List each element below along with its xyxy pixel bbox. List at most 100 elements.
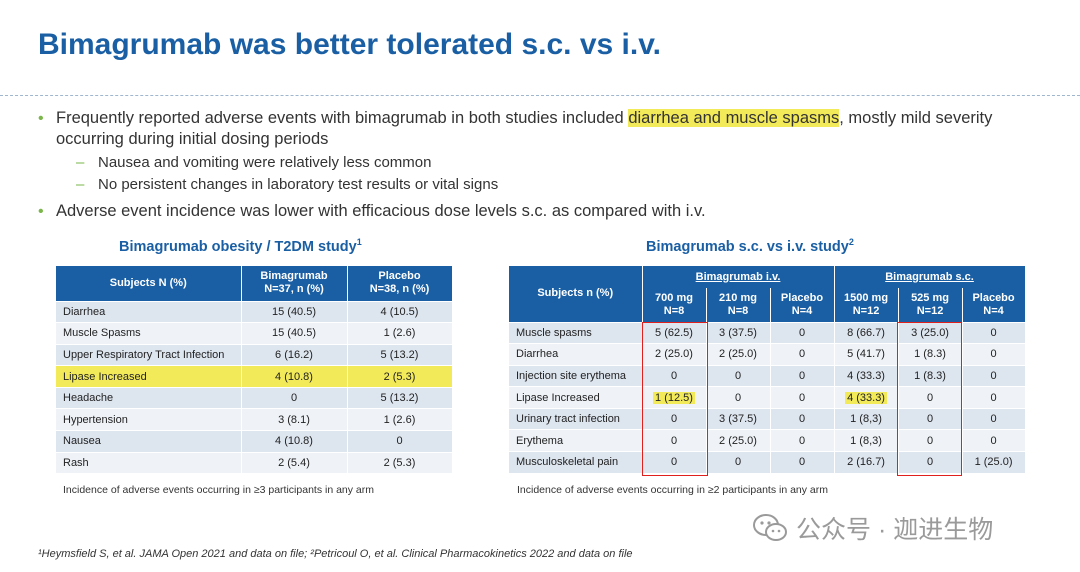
table-cell: 0 (642, 407, 707, 430)
sub-bullet-1-text: Nausea and vomiting were relatively less… (98, 154, 432, 171)
right-table-note: Incidence of adverse events occurring in… (517, 484, 829, 496)
group-sc-header: Bimagrumab s.c. (834, 266, 1026, 288)
slide-title: Bimagrumab was better tolerated s.c. vs … (38, 28, 661, 61)
table-cell: 0 (347, 430, 453, 453)
table-cell: 1 (8.3) (898, 364, 963, 387)
table-cell: 0 (962, 386, 1026, 409)
row-label: Musculoskeletal pain (509, 451, 643, 473)
bullet-1-highlight: diarrhea and muscle spasms (628, 109, 840, 127)
table-cell: 2 (25.0) (642, 343, 707, 366)
left-col-header-1-line: Bimagrumab (260, 270, 328, 283)
left-col-header-2: Placebo N=38, n (%) (347, 266, 453, 301)
right-col-header-1-line: 210 mg (719, 291, 757, 304)
table-cell: 2 (5.4) (241, 451, 348, 474)
row-label: Nausea (56, 430, 242, 453)
row-label: Diarrhea (56, 300, 242, 323)
left-col-header-1: Bimagrumab N=37, n (%) (241, 266, 348, 301)
table-cell: 1 (8,3) (834, 407, 899, 430)
table-cell: 4 (10.5) (347, 300, 453, 323)
table-cell: 15 (40.5) (241, 322, 348, 345)
table-cell: 0 (962, 321, 1026, 344)
left-col-header-1-line: N=37, n (%) (264, 283, 324, 296)
table-cell: 1 (25.0) (962, 451, 1026, 473)
right-col-header-3-line: N=12 (852, 304, 880, 317)
table-cell: 4 (33.3) (834, 364, 899, 387)
bullet-2-text: Adverse event incidence was lower with e… (56, 202, 706, 220)
table-row: Lipase Increased 4 (10.8) 2 (5.3) (56, 365, 453, 388)
right-table: Subjects n (%) Bimagrumab i.v. Bimagruma… (509, 266, 1026, 473)
table-cell: 4 (10.8) (241, 430, 348, 453)
table-cell: 4 (10.8) (241, 365, 348, 388)
right-col-header-3: 1500 mg N=12 (834, 288, 899, 322)
table-cell: 5 (13.2) (347, 386, 453, 409)
row-label: Lipase Increased (509, 386, 643, 409)
table-row: Diarrhea 2 (25.0) 2 (25.0) 0 5 (41.7) 1 (8.3)… (509, 343, 1026, 366)
right-col-header-1: 210 mg N=8 (706, 288, 771, 322)
table-cell: 1 (8,3) (834, 429, 899, 452)
bullet-1-text-post: , mostly mild severity occurring during … (56, 109, 993, 148)
right-col-header-2-line: Placebo (780, 291, 824, 304)
table-row: Erythema 0 2 (25.0) 0 1 (8,3) 0 0 (509, 429, 1026, 452)
right-col-header-1-line: N=8 (727, 304, 749, 317)
table-row: Injection site erythema 0 0 0 4 (33.3) 1 (8.3… (509, 364, 1026, 387)
row-label: Muscle Spasms (56, 322, 242, 345)
table-cell: 3 (8.1) (241, 408, 348, 431)
table-cell: 0 (770, 364, 835, 387)
table-cell: 1 (8.3) (898, 343, 963, 366)
table-row: Upper Respiratory Tract Infection 6 (16.2… (56, 343, 453, 366)
table-cell: 2 (5.3) (347, 365, 453, 388)
table-cell: 2 (16.7) (834, 451, 899, 473)
dash-icon: – (76, 154, 85, 171)
table-cell: 0 (770, 451, 835, 473)
table-cell: 8 (66.7) (834, 321, 899, 344)
table-cell: 0 (962, 343, 1026, 366)
subjects-header: Subjects n (%) (509, 266, 643, 322)
highlight-box-700mg (642, 322, 708, 476)
row-label: Rash (56, 451, 242, 474)
row-label: Upper Respiratory Tract Infection (56, 343, 242, 366)
table-cell: 2 (25.0) (706, 343, 771, 366)
highlight-box-525mg (897, 322, 962, 476)
left-col-header-0-line: Subjects N (%) (109, 276, 187, 289)
table-cell: 2 (25.0) (706, 429, 771, 452)
right-col-header-4: 525 mg N=12 (898, 288, 963, 322)
table-row: Musculoskeletal pain 0 0 0 2 (16.7) 0 1 (25.0) (509, 451, 1026, 473)
row-label: Lipase Increased (56, 365, 242, 388)
table-cell: 1 (12.5) (642, 386, 707, 409)
table-cell: 0 (770, 386, 835, 409)
table-cell: 1 (2.6) (347, 408, 453, 431)
bullet-list: • Frequently reported adverse events wit… (38, 108, 1048, 222)
table-cell: 5 (13.2) (347, 343, 453, 366)
bullet-2: • Adverse event incidence was lower with… (38, 201, 1048, 222)
watermark-text: 公众号 · 迦进生物 (796, 516, 994, 544)
table-row: Nausea 4 (10.8) 0 (56, 430, 453, 453)
table-cell: 0 (706, 386, 771, 409)
table-cell: 0 (241, 386, 348, 409)
table-cell: 5 (41.7) (834, 343, 899, 366)
table-row: Urinary tract infection 0 3 (37.5) 0 1 (8,3)… (509, 407, 1026, 430)
sub-bullet-2-text: No persistent changes in laboratory test… (98, 176, 499, 193)
table-cell: 0 (770, 429, 835, 452)
left-col-header-2-line: N=38, n (%) (369, 283, 430, 296)
row-label: Urinary tract infection (509, 407, 643, 430)
sub-bullet-1: – Nausea and vomiting were relatively le… (38, 152, 1048, 174)
left-table: Subjects N (%) Bimagrumab N=37, n (%) Place… (56, 266, 453, 474)
right-col-header-5-line: Placebo (972, 291, 1015, 304)
right-col-header-0: 700 mg N=8 (642, 288, 707, 322)
highlighted-value: 4 (33.3) (845, 391, 887, 404)
row-label: Muscle spasms (509, 321, 643, 344)
table-row: Rash 2 (5.4) 2 (5.3) (56, 451, 453, 474)
dash-icon: – (76, 176, 85, 193)
watermark: 公众号 · 迦进生物 (752, 510, 993, 546)
left-table-note: Incidence of adverse events occurring in… (63, 484, 375, 496)
table-cell: 3 (37.5) (706, 407, 771, 430)
table-cell: 0 (898, 386, 963, 409)
row-label: Injection site erythema (509, 364, 643, 387)
row-label: Hypertension (56, 408, 242, 431)
table-cell: 0 (770, 321, 835, 344)
bullet-dot-icon: • (38, 110, 44, 127)
table-row: Headache 0 5 (13.2) (56, 386, 453, 409)
row-label: Diarrhea (509, 343, 643, 366)
table-cell: 0 (898, 429, 963, 452)
bullet-dot-icon: • (38, 203, 44, 220)
